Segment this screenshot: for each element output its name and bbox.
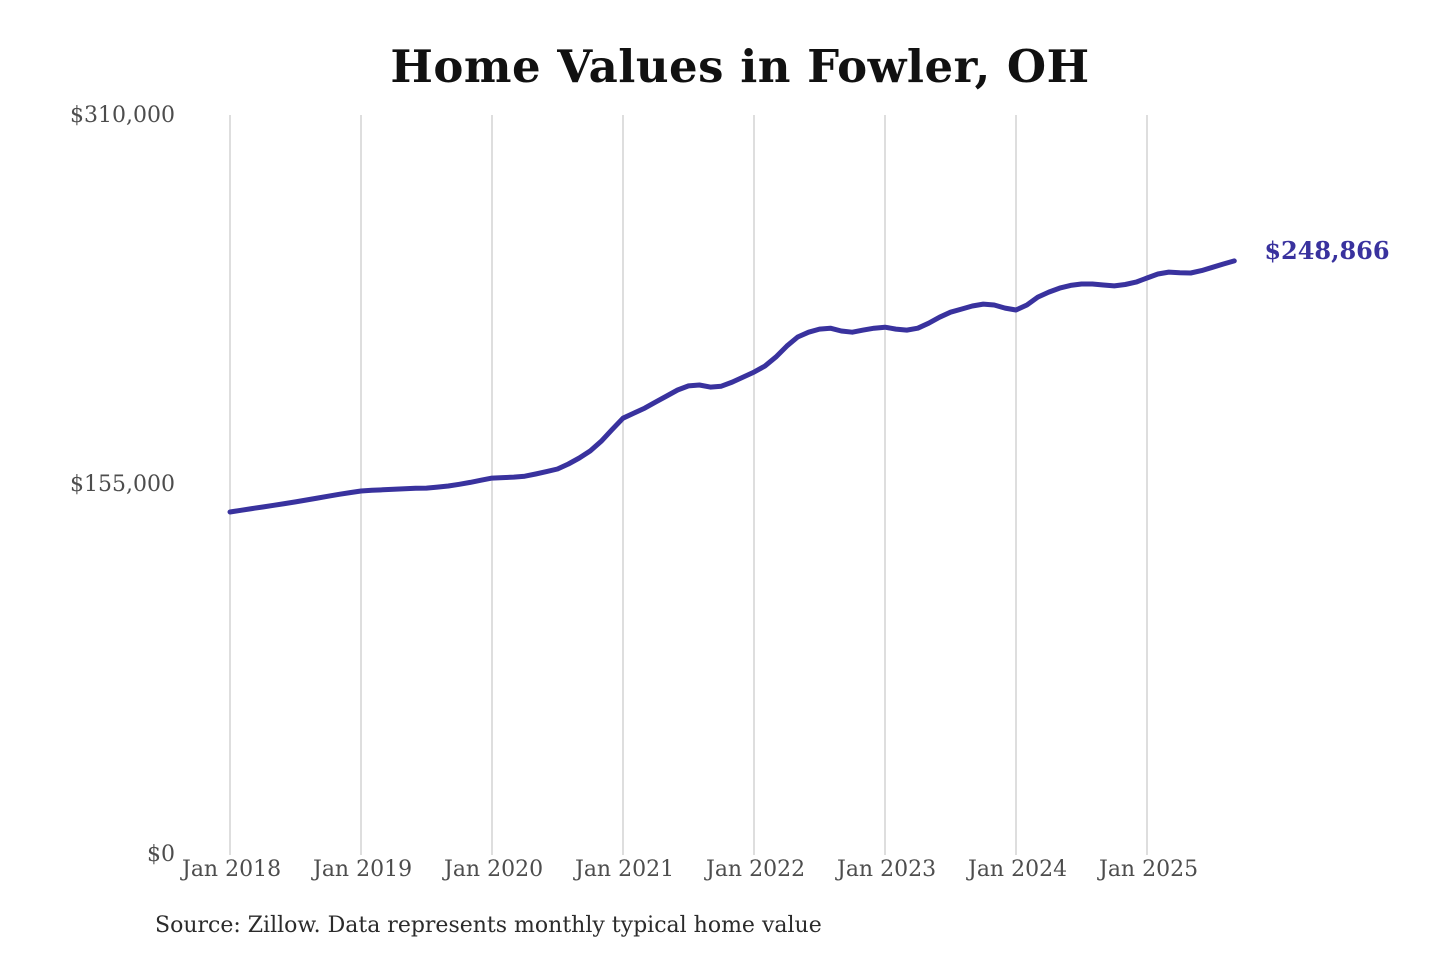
y-axis-tick-label: $310,000 (70, 103, 175, 128)
x-axis-tick-label: Jan 2019 (313, 857, 413, 882)
value-line (227, 258, 1237, 515)
end-value-label: $248,866 (1264, 235, 1390, 265)
x-axis-tick-label: Jan 2023 (837, 857, 937, 882)
source-note: Source: Zillow. Data represents monthly … (155, 913, 822, 938)
x-axis-tick-label: Jan 2025 (1099, 857, 1199, 882)
x-axis-tick-label: Jan 2018 (182, 857, 282, 882)
x-axis-tick-label: Jan 2024 (968, 857, 1068, 882)
x-axis-tick-label: Jan 2021 (575, 857, 675, 882)
chart-title: Home Values in Fowler, OH (390, 40, 1090, 93)
x-axis-tick-label: Jan 2020 (444, 857, 544, 882)
x-axis-tick-label: Jan 2022 (706, 857, 806, 882)
y-axis-tick-label: $155,000 (70, 472, 175, 497)
y-axis-tick-label: $0 (147, 842, 175, 867)
